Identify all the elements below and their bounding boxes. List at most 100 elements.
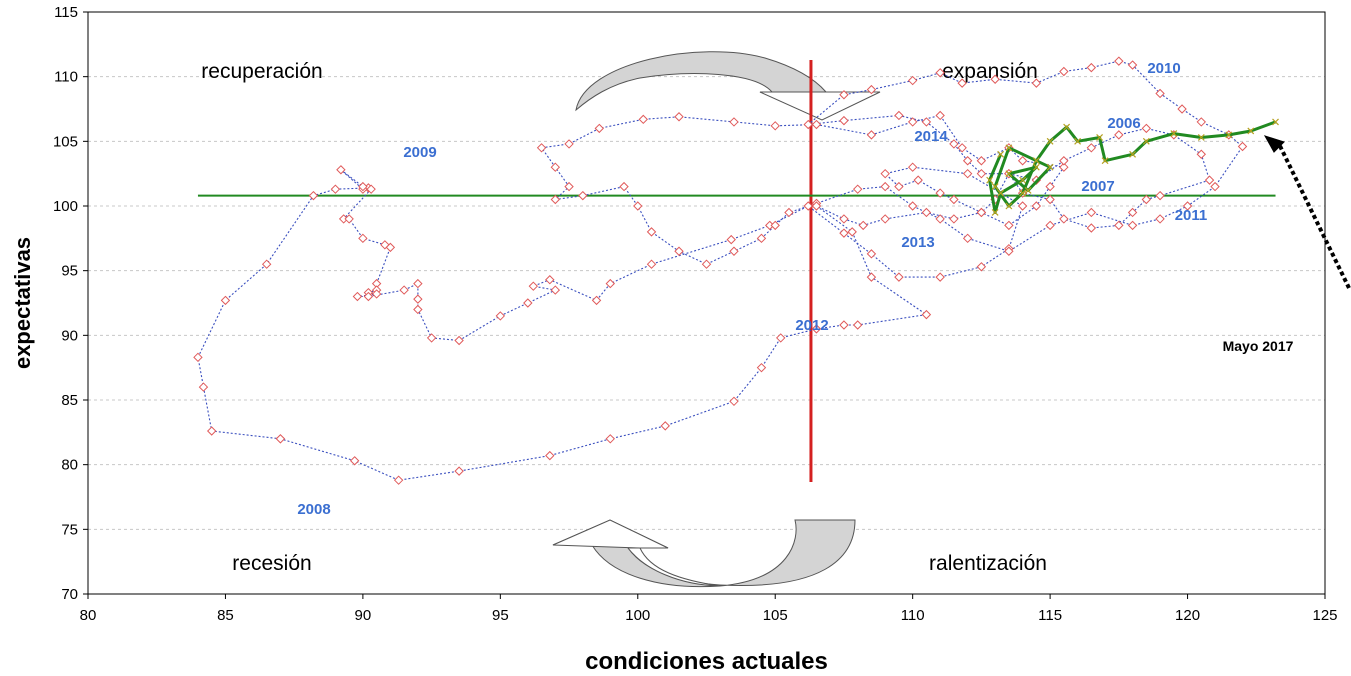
quadrant-label: recesión [232, 552, 311, 575]
series-1-point [1059, 214, 1069, 224]
series-1-point [1196, 117, 1207, 127]
x-tick-label: 110 [901, 607, 925, 624]
series-1-point [619, 181, 629, 192]
series-2-point [1272, 118, 1279, 126]
series-2-line [988, 120, 1277, 214]
series-1-point [949, 194, 959, 205]
series-1-point [770, 220, 780, 231]
series-1-point [756, 362, 767, 373]
year-label: 2013 [901, 234, 934, 251]
series-1-point [413, 294, 423, 304]
y-tick-label: 110 [54, 69, 78, 86]
series-1-point [578, 190, 588, 201]
year-label: 2007 [1081, 178, 1114, 195]
y-tick-label: 115 [54, 4, 78, 21]
x-tick-label: 100 [625, 607, 650, 624]
x-tick-label: 85 [217, 607, 234, 624]
series-1-point [399, 285, 409, 295]
annotation-arrow-head [1263, 135, 1285, 153]
series-1-point [1155, 190, 1165, 201]
year-label: 2012 [795, 317, 828, 334]
series-1-point [1182, 201, 1193, 211]
series-1-point [1017, 156, 1028, 166]
series-1-point [545, 275, 555, 285]
y-axis-title: expectativas [10, 237, 35, 369]
tick-labels: 70 75 80 85 90 95 100 105 110 115 80 85 90 95 100 105 11… [53, 4, 1338, 624]
series-1-point [803, 119, 813, 130]
series-2-point [986, 176, 994, 184]
series-1-point [894, 181, 904, 192]
series-1-point [564, 139, 574, 149]
series-2-point [1074, 137, 1082, 145]
plot-frame [87, 11, 1326, 595]
series-1-point [1059, 66, 1069, 77]
series-1-point [523, 298, 533, 308]
series-1-point [1086, 143, 1097, 153]
series-1-point [866, 84, 877, 95]
series-1-point [935, 272, 945, 282]
series-1-point [847, 227, 857, 237]
annotation-label: Mayo 2017 [1223, 338, 1294, 354]
series-1-point [852, 320, 863, 330]
series-1-point [962, 233, 973, 244]
y-tick-label: 80 [61, 457, 78, 474]
series-1-point [528, 281, 539, 291]
series-1-point [1059, 156, 1069, 166]
series-1-point [880, 168, 890, 179]
series-1-point [1059, 162, 1069, 172]
series-1-point [550, 162, 561, 172]
series-1-point [976, 168, 987, 179]
series-1-point [1237, 141, 1248, 152]
series-1-point [726, 234, 736, 245]
series-2-point [997, 189, 1005, 197]
series-1-point [907, 75, 918, 86]
annotation: Mayo 2017 [1223, 135, 1351, 354]
x-tick-label: 95 [492, 607, 509, 624]
series-1-point [784, 207, 794, 218]
series-1-point [1017, 201, 1028, 211]
series-2-point [1032, 163, 1040, 171]
series-1-point [839, 115, 849, 126]
series-2-point [991, 183, 999, 191]
series-1-point [1196, 149, 1207, 159]
series-1-point [921, 117, 932, 127]
series-1-point [495, 311, 506, 321]
series-1-point [206, 426, 217, 436]
bottom-cycle-arrow-head [552, 519, 721, 587]
series-1-point [638, 114, 648, 125]
series-1-point [866, 249, 877, 259]
series-1-point [358, 233, 368, 244]
series-1-point [839, 90, 849, 100]
series-1-point [729, 396, 739, 407]
series-2-point [1142, 137, 1150, 145]
series-1-point [921, 207, 932, 218]
series-2-point [1019, 189, 1027, 197]
series-1-point [976, 156, 987, 166]
quadrant-label: expansión [942, 60, 1038, 83]
series-1-point [454, 335, 464, 346]
series-1-point [913, 175, 923, 185]
series-1-point [1210, 181, 1220, 192]
year-label: 2014 [914, 128, 948, 145]
y-tick-label: 95 [61, 263, 78, 280]
series-1-point [605, 278, 615, 289]
year-label: 2010 [1147, 60, 1180, 77]
series-1-point [1086, 62, 1097, 73]
series-1-point [990, 74, 1000, 84]
series-1-point [674, 246, 684, 256]
series-2-point [1170, 130, 1178, 137]
series-1-point [935, 188, 945, 198]
series-2-point [1225, 131, 1233, 139]
series-1-point [330, 184, 341, 194]
series-1-point [366, 184, 376, 194]
series-1-point [907, 201, 918, 211]
series-1-point [336, 165, 346, 175]
x-tick-label: 115 [1038, 607, 1062, 624]
series-1-point [921, 309, 932, 320]
series-1-point [1045, 194, 1055, 205]
series-1-point [363, 291, 374, 302]
series-1-point [385, 242, 396, 253]
series-2-point [1096, 134, 1104, 141]
series-2-point [1024, 187, 1032, 194]
